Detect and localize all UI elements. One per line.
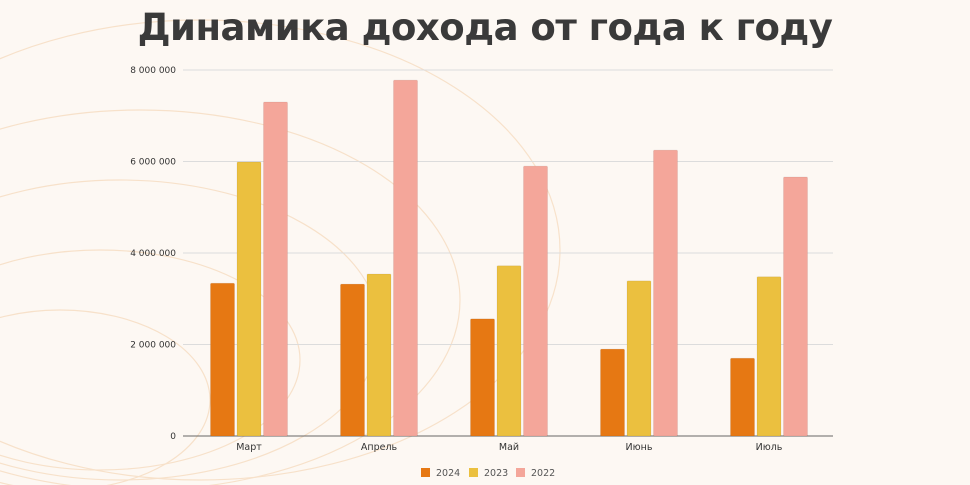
bar-2023-4 bbox=[756, 276, 782, 437]
bar-2024-0 bbox=[210, 282, 235, 437]
x-tick-label: Май bbox=[499, 442, 519, 453]
bar-2022-4 bbox=[783, 176, 808, 437]
x-tick-label: Июнь bbox=[626, 442, 653, 453]
legend-swatch-2024 bbox=[421, 468, 430, 477]
bar-2023-2 bbox=[496, 265, 522, 437]
bar-2024-2 bbox=[470, 318, 495, 437]
x-tick-label: Март bbox=[236, 442, 262, 453]
bar-2024-3 bbox=[600, 348, 625, 437]
legend-swatch-2023 bbox=[469, 468, 478, 477]
bar-2023-3 bbox=[626, 280, 652, 437]
bar-2024-4 bbox=[730, 357, 755, 437]
bar-2022-3 bbox=[653, 149, 678, 437]
legend-label: 2024 bbox=[436, 468, 460, 479]
x-tick-label: Июль bbox=[756, 442, 783, 453]
bar-2022-1 bbox=[393, 79, 418, 437]
bar-2022-2 bbox=[523, 165, 548, 437]
legend-label: 2023 bbox=[484, 468, 508, 479]
y-tick-label: 4 000 000 bbox=[130, 249, 176, 259]
bar-2023-1 bbox=[366, 273, 392, 437]
x-tick-label: Апрель bbox=[361, 442, 398, 453]
y-tick-label: 6 000 000 bbox=[130, 158, 176, 168]
legend-label: 2022 bbox=[531, 468, 555, 479]
bar-2022-0 bbox=[263, 101, 288, 437]
bar-2023-0 bbox=[236, 161, 262, 437]
chart-title: Динамика дохода от года к году bbox=[137, 6, 833, 49]
y-tick-label: 2 000 000 bbox=[130, 341, 176, 351]
y-tick-label: 8 000 000 bbox=[130, 66, 176, 76]
legend-swatch-2022 bbox=[516, 468, 525, 477]
bar-2024-1 bbox=[340, 283, 365, 437]
y-tick-label: 0 bbox=[170, 432, 176, 442]
